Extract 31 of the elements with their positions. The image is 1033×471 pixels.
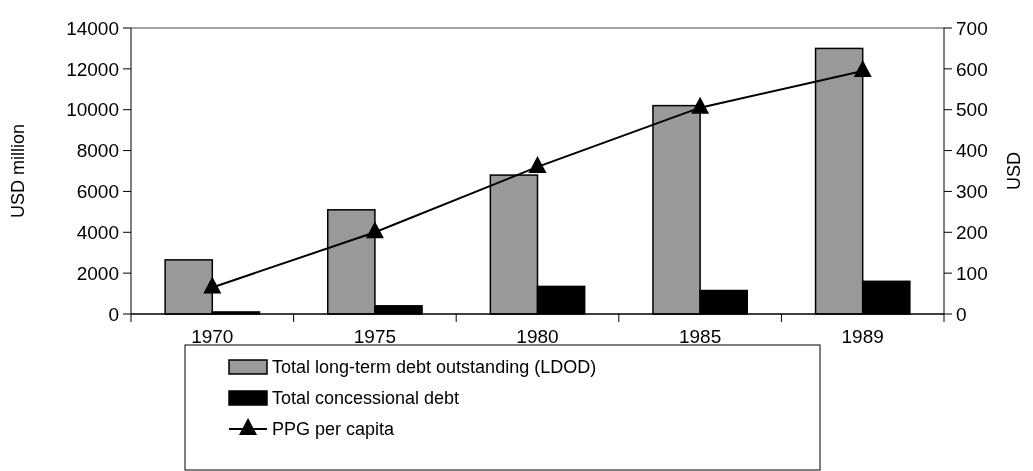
y2-tick-label: 400 (956, 140, 988, 162)
x-tick-label: 1980 (516, 326, 559, 347)
y-tick-label: 8000 (76, 140, 119, 162)
y2-tick-label: 500 (956, 99, 988, 121)
y2-axis-title: USD (1004, 151, 1024, 191)
legend-label: Total concessional debt (272, 388, 460, 409)
y-tick-label: 10000 (66, 99, 119, 121)
y-tick-label: 14000 (66, 17, 119, 39)
x-tick-label: 1989 (841, 326, 884, 347)
point (528, 155, 547, 173)
y2-tick-label: 600 (956, 58, 988, 80)
y2-tick-label: 700 (956, 17, 988, 39)
legend-label: PPG per capita (272, 419, 396, 440)
point (203, 276, 222, 294)
x-tick-label: 1975 (353, 326, 397, 347)
point (853, 59, 872, 77)
y-tick-label: 0 (108, 303, 119, 325)
y2-tick-label: 100 (956, 262, 988, 284)
legend-label: Total long-term debt outstanding (LDOD) (272, 357, 597, 378)
y2-tick-label: 0 (956, 303, 967, 325)
y-tick-label: 6000 (76, 181, 119, 203)
point (365, 221, 384, 239)
point (691, 96, 710, 114)
y-tick-label: 12000 (66, 58, 119, 80)
y-tick-label: 4000 (76, 221, 119, 243)
y2-tick-label: 300 (956, 181, 988, 203)
x-tick-label: 1970 (191, 326, 234, 347)
y-tick-label: 2000 (76, 262, 119, 284)
y2-tick-label: 200 (956, 221, 988, 243)
y-axis-title: USD million (8, 123, 28, 219)
x-tick-label: 1985 (678, 326, 722, 347)
